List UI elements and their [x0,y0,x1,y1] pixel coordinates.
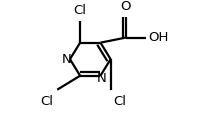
Text: O: O [121,0,131,13]
Text: Cl: Cl [74,4,87,17]
Text: Cl: Cl [113,95,126,108]
Text: N: N [97,72,107,85]
Text: OH: OH [148,31,169,44]
Text: Cl: Cl [40,95,53,108]
Text: N: N [62,53,72,66]
